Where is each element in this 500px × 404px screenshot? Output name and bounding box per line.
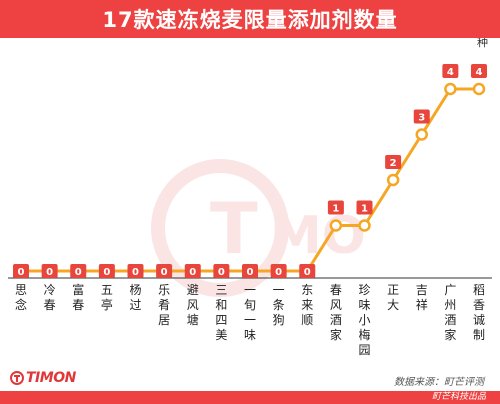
data-source: 数据来源：町芒评测 [394,377,484,388]
category-label: 广州酒家 [444,283,456,342]
value-badge [156,264,173,278]
chart-title: 17款速冻烧麦限量添加剂数量 [102,8,398,32]
category-label: 五亭 [101,283,113,312]
value-badge [442,64,459,78]
value-label: 3 [418,113,425,124]
value-label: 1 [332,204,339,215]
value-label: 4 [447,67,454,78]
value-badge [41,264,58,278]
brand-name: TIMON [26,370,76,386]
data-point [329,219,343,232]
value-label: 4 [476,67,483,78]
brand-logo-icon [10,371,24,385]
title-bar: 17款速冻烧麦限量添加剂数量 [0,0,500,38]
value-label: 0 [189,267,196,278]
value-badge [70,264,87,278]
value-badge [356,200,373,215]
category-label: 冷春 [44,283,56,312]
producer-label: 町芒科技出品 [431,392,486,402]
value-label: 0 [18,267,25,278]
category-label: 正大 [387,283,399,312]
value-label: 0 [46,267,53,278]
category-label: 杨过 [129,282,141,312]
value-badge [242,264,258,278]
value-badge [327,200,344,215]
category-label: 一条狗 [273,283,285,327]
value-badge [213,264,230,278]
value-label: 0 [75,267,82,278]
data-point [472,82,486,96]
value-badge [13,264,29,278]
value-badge [98,264,115,278]
value-badge [270,264,287,278]
value-label: 0 [161,267,168,278]
data-point [444,82,457,96]
category-label: 春风酒家 [330,283,342,342]
value-label: 1 [361,204,368,215]
category-label: 吉祥 [416,283,428,312]
value-label: 0 [304,267,311,278]
category-label: 三和四美 [215,283,227,342]
value-label: 0 [275,267,282,278]
footer-bar: 町芒科技出品 [0,391,500,404]
value-badge [471,64,487,78]
value-label: 0 [218,267,225,278]
value-badge [299,264,316,278]
category-label: 稻香诚制 [473,283,485,342]
category-label: 东来顺 [301,283,313,327]
value-badge [127,264,144,278]
category-label: 珍味小梅园 [358,283,370,357]
category-label: 思念 [15,283,27,312]
brand-logo: TIMON [10,368,76,388]
category-label: 一旬一味 [244,283,256,342]
unit-label: 种 [477,38,488,49]
category-label: 避风塘 [187,283,199,327]
data-point [415,128,428,141]
value-label: 0 [132,267,139,278]
category-label: 乐肴居 [158,283,170,327]
value-label: 0 [247,267,254,278]
value-badge [184,264,201,278]
value-badge [413,109,430,124]
data-point [386,173,400,187]
data-point [358,219,371,232]
value-badge [385,155,402,169]
series-line [21,87,479,273]
value-label: 0 [103,267,110,278]
value-label: 2 [390,158,397,169]
chart-area: T MON 种00000000000112344思念冷春富春五亭杨过乐肴居避风塘… [0,38,500,368]
category-label: 富春 [72,282,84,312]
